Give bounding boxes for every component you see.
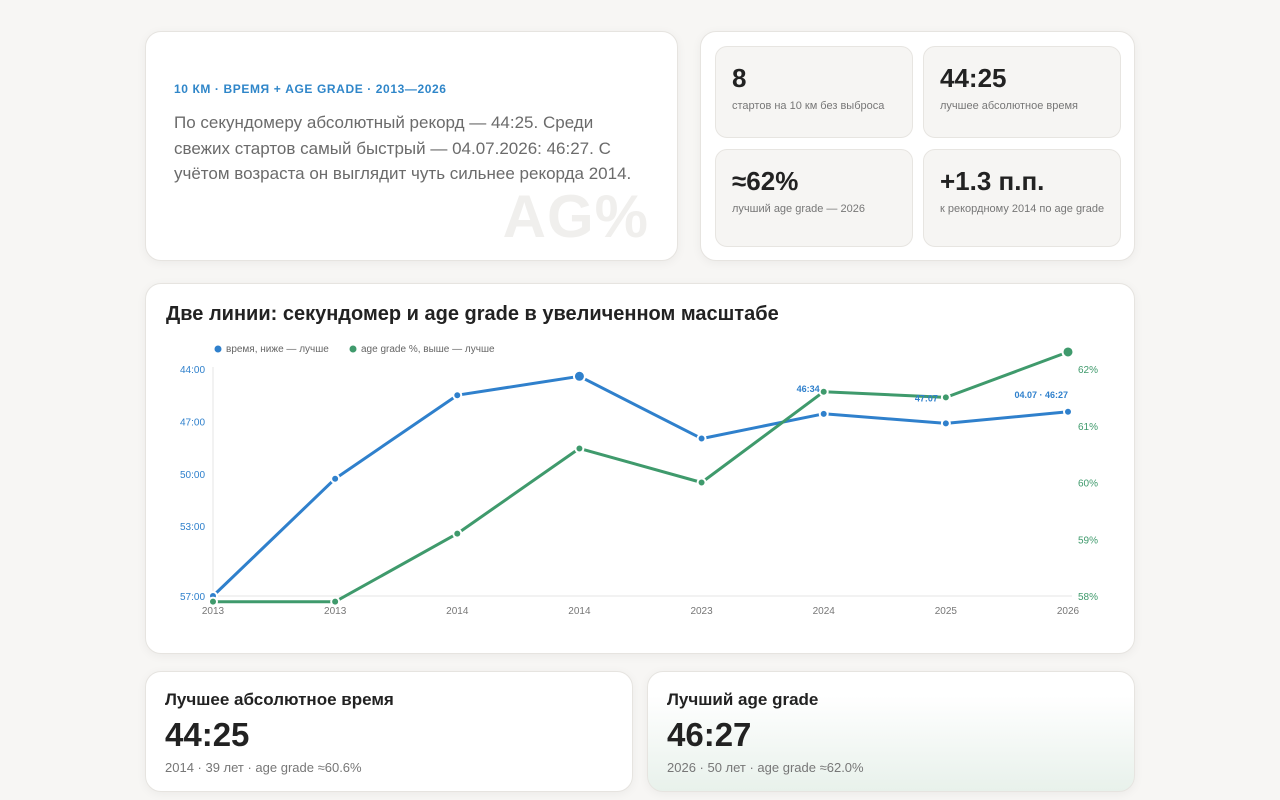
x-tick-label: 2025 (935, 606, 958, 617)
best-time-value: 44:25 (165, 716, 250, 753)
data-point (1063, 406, 1073, 417)
y-right-tick-label: 61% (1078, 422, 1098, 433)
series-line-0 (211, 374, 1070, 598)
series-line-1 (211, 350, 1070, 604)
data-label: 47:07 (915, 393, 938, 403)
best-time-card: Лучшее абсолютное время 44:25 2014 · 39 … (145, 671, 633, 792)
stat-value: 44:25 (940, 63, 1007, 93)
stat-value: +1.3 п.п. (940, 166, 1045, 196)
x-tick-label: 2014 (568, 606, 591, 617)
y-right-tick-label: 62% (1078, 365, 1098, 376)
x-tick-label: 2014 (446, 606, 469, 617)
stat-best-age-grade: ≈62% лучший age grade — 2026 (715, 149, 913, 247)
stats-card: 8 стартов на 10 км без выброса 44:25 луч… (700, 31, 1135, 261)
legend-marker (349, 345, 357, 353)
legend-label: время, ниже — лучше (226, 344, 329, 355)
data-point (572, 369, 586, 383)
data-point (818, 386, 829, 397)
stat-age-grade-delta: +1.3 п.п. к рекордному 2014 по age grade (923, 149, 1121, 247)
y-left-tick-label: 57:00 (180, 592, 205, 603)
intro-lead: По секундомеру абсолютный рекорд — 44:25… (174, 113, 632, 183)
best-time-sub: 2014 · 39 лет · age grade ≈60.6% (165, 760, 362, 775)
data-label: 04.07 · 46:27 (1014, 390, 1068, 400)
y-left-tick-label: 47:00 (180, 417, 205, 428)
stat-label: к рекордному 2014 по age grade (940, 203, 1105, 215)
x-tick-label: 2024 (813, 606, 836, 617)
x-tick-label: 2023 (690, 606, 713, 617)
x-tick-label: 2013 (202, 606, 225, 617)
stat-best-time: 44:25 лучшее абсолютное время (923, 46, 1121, 138)
data-point (330, 473, 341, 484)
x-tick-label: 2013 (324, 606, 347, 617)
data-point (940, 418, 951, 429)
data-point (696, 433, 707, 444)
data-point (452, 390, 463, 401)
y-right-tick-label: 58% (1078, 592, 1098, 603)
legend-marker (214, 345, 222, 353)
y-right-tick-label: 59% (1078, 535, 1098, 546)
data-label: 46:34 (797, 384, 820, 394)
best-time-title: Лучшее абсолютное время (165, 690, 394, 709)
stat-label: лучшее абсолютное время (940, 100, 1078, 112)
data-point (208, 596, 218, 607)
best-age-grade-title: Лучший age grade (667, 690, 819, 709)
data-point (574, 443, 585, 454)
data-point (940, 392, 951, 403)
legend-label: age grade %, выше — лучше (361, 344, 495, 355)
y-left-tick-label: 50:00 (180, 470, 205, 481)
stat-value: ≈62% (732, 166, 799, 196)
data-point (452, 528, 463, 539)
chart-title: Две линии: секундомер и age grade в увел… (166, 303, 779, 325)
data-point (330, 596, 341, 607)
y-left-tick-label: 53:00 (180, 522, 205, 533)
intro-card: 10 КМ · ВРЕМЯ + AGE GRADE · 2013—2026 По… (145, 31, 678, 261)
best-age-grade-sub: 2026 · 50 лет · age grade ≈62.0% (667, 760, 864, 775)
stat-label: лучший age grade — 2026 (732, 203, 865, 215)
line-chart: 44:00 47:00 50:00 53:00 57:00 62% 61% 60% 59% 58%… (180, 344, 1098, 617)
data-point (1061, 345, 1075, 359)
best-age-grade-value: 46:27 (667, 716, 752, 753)
data-point (696, 477, 707, 488)
best-age-grade-card: Лучший age grade 46:27 2026 · 50 лет · a… (647, 671, 1135, 792)
y-right-tick-label: 60% (1078, 479, 1098, 490)
stat-value: 8 (732, 63, 747, 93)
watermark-text: AG% (502, 183, 649, 250)
y-left-tick-label: 44:00 (180, 365, 205, 376)
chart-card: 44:00 47:00 50:00 53:00 57:00 62% 61% 60% 59% 58%… (145, 283, 1135, 654)
data-point (818, 408, 829, 419)
x-tick-label: 2026 (1057, 606, 1080, 617)
intro-eyebrow: 10 КМ · ВРЕМЯ + AGE GRADE · 2013—2026 (174, 82, 447, 96)
stat-starts: 8 стартов на 10 км без выброса (715, 46, 913, 138)
stat-label: стартов на 10 км без выброса (732, 100, 885, 112)
